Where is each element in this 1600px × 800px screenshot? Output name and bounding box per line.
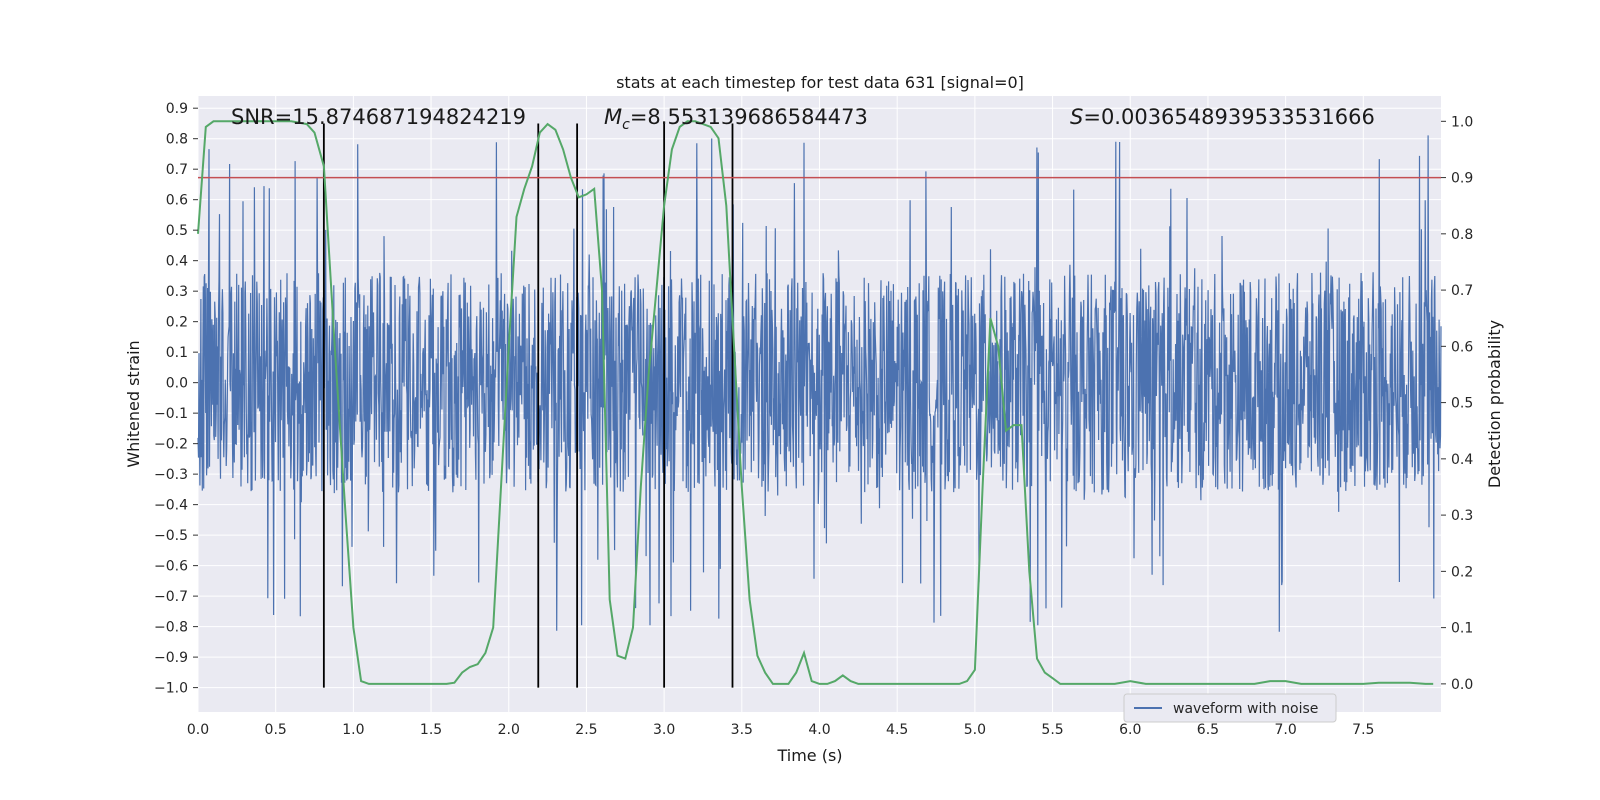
x-tick-label: 5.5 — [1041, 722, 1063, 738]
y-right-ticks: 1.0 0.9 0.8 0.7 0.6 0.5 0.4 0.3 0.2 0.1 0.0 — [1441, 114, 1473, 693]
y-left-tick-label: −0.4 — [154, 498, 188, 514]
y-left-tick-label: −0.8 — [154, 620, 188, 636]
y-right-tick-label: 0.8 — [1451, 227, 1473, 243]
mc-annotation: Mc=8.553139686584473 — [604, 105, 868, 133]
y-right-tick-label: 0.0 — [1451, 677, 1473, 693]
x-tick-label: 6.5 — [1197, 722, 1219, 738]
y-left-tick-label: −0.5 — [154, 528, 188, 544]
snr-annotation: SNR=15.874687194824219 — [231, 105, 526, 129]
y-left-tick-label: 0.6 — [166, 193, 188, 209]
x-axis-label: Time (s) — [776, 746, 842, 765]
x-tick-label: 2.5 — [575, 722, 597, 738]
y-left-tick-label: 0.5 — [166, 223, 188, 239]
x-tick-label: 2.0 — [498, 722, 520, 738]
y-right-tick-label: 0.4 — [1451, 452, 1473, 468]
probability-line — [197, 120, 1434, 685]
s-symbol: S — [1070, 105, 1083, 129]
y-left-tick-label: 0.3 — [166, 284, 188, 300]
legend-box — [1123, 693, 1337, 723]
x-tick-label: 7.5 — [1352, 722, 1374, 738]
y-right-tick-label: 0.5 — [1451, 396, 1473, 412]
x-tick-label: 4.0 — [808, 722, 830, 738]
y-left-tick-label: 0.7 — [166, 162, 188, 178]
y-left-tick-label: −0.7 — [154, 589, 188, 605]
y-left-tick-label: 0.8 — [166, 132, 188, 148]
y-left-axis-label: Whitened strain — [124, 340, 143, 467]
y-right-tick-label: 0.3 — [1451, 508, 1473, 524]
y-left-tick-label: −0.2 — [154, 437, 188, 453]
mc-subscript: c — [622, 117, 630, 133]
waveform-line — [197, 135, 1442, 632]
chart-title: stats at each timestep for test data 631… — [616, 73, 1024, 92]
mc-symbol: M — [604, 105, 622, 129]
y-left-ticks: 0.9 0.8 0.7 0.6 0.5 0.4 0.3 0.2 0.1 0.0 −0.1 −0.2 −0… — [154, 101, 198, 697]
y-left-tick-label: −0.9 — [154, 650, 188, 666]
y-right-tick-label: 0.6 — [1451, 339, 1473, 355]
mc-value: =8.553139686584473 — [630, 105, 868, 129]
x-tick-label: 3.5 — [731, 722, 753, 738]
legend: waveform with noise — [1123, 693, 1337, 723]
x-tick-label: 7.0 — [1274, 722, 1296, 738]
x-tick-label: 6.0 — [1119, 722, 1141, 738]
y-right-tick-label: 0.1 — [1451, 621, 1473, 637]
y-right-axis-label: Detection probability — [1485, 320, 1504, 488]
s-annotation: S=0.0036548939533531666 — [1070, 105, 1375, 129]
y-left-tick-label: 0.1 — [166, 345, 188, 361]
x-tick-label: 0.0 — [187, 722, 209, 738]
waveform-series — [197, 135, 1442, 632]
x-tick-label: 5.0 — [964, 722, 986, 738]
x-tick-label: 1.5 — [420, 722, 442, 738]
x-tick-label: 1.0 — [342, 722, 364, 738]
y-right-tick-label: 0.7 — [1451, 283, 1473, 299]
y-left-tick-label: −1.0 — [154, 681, 188, 697]
x-tick-label: 0.5 — [265, 722, 287, 738]
y-left-tick-label: −0.3 — [154, 467, 188, 483]
y-right-tick-label: 0.9 — [1451, 171, 1473, 187]
y-left-tick-label: 0.9 — [166, 101, 188, 117]
x-ticks: 0.0 0.5 1.0 1.5 2.0 2.5 3.0 3.5 4.0 4.5 5.0 5.5 6.0 6… — [187, 722, 1375, 738]
y-left-tick-label: 0.2 — [166, 315, 188, 331]
y-left-tick-label: 0.4 — [166, 254, 188, 270]
y-right-tick-label: 1.0 — [1451, 114, 1473, 130]
y-left-tick-label: 0.0 — [166, 376, 188, 392]
x-tick-label: 3.0 — [653, 722, 675, 738]
legend-entry: waveform with noise — [1173, 701, 1318, 717]
vertical-markers — [322, 123, 734, 688]
y-left-tick-label: −0.6 — [154, 559, 188, 575]
y-left-tick-label: −0.1 — [154, 406, 188, 422]
x-tick-label: 4.5 — [886, 722, 908, 738]
s-value: =0.0036548939533531666 — [1083, 105, 1375, 129]
y-right-tick-label: 0.2 — [1451, 564, 1473, 580]
